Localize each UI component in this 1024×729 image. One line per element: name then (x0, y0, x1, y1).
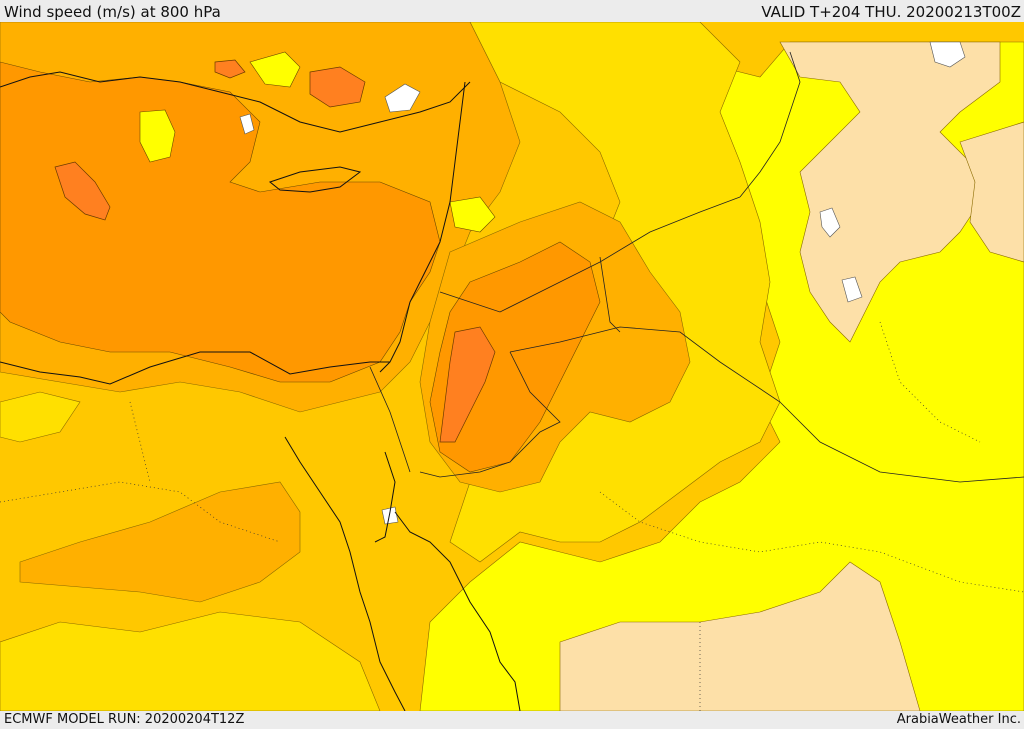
wind-zone-dark-orange-core-west (54, 161, 111, 221)
wind-zone-tan-southeast (559, 561, 921, 711)
country-borders (369, 51, 1024, 483)
wind-zone-yellow-blob-1 (139, 109, 176, 163)
map-title: Wind speed (m/s) at 800 hPa (4, 3, 221, 21)
wind-zone-tan-northeast (779, 41, 1001, 343)
wind-zone-dark-orange-core-levant (439, 326, 496, 443)
credit: ArabiaWeather Inc. (896, 712, 1021, 727)
wind-zone-dark-orange-core-north (309, 66, 366, 108)
wind-zone-light-orange-south (19, 481, 301, 603)
wind-zone-white-blob-4 (929, 41, 966, 68)
wind-zone-white-blob-5 (841, 276, 863, 303)
wind-speed-map (0, 22, 1024, 711)
wind-zone-dark-orange-core-small (214, 59, 246, 79)
wind-zone-white-blob-2 (239, 113, 255, 135)
coastlines (0, 71, 521, 711)
header-bar: Wind speed (m/s) at 800 hPa VALID T+204 … (0, 0, 1024, 22)
wind-zone-tan-east-edge (959, 121, 1024, 263)
valid-time: VALID T+204 THU. 20200213T00Z (761, 3, 1021, 21)
wind-zone-white-blob-3 (819, 207, 841, 238)
wind-zone-yellow-west (0, 391, 81, 443)
model-run: ECMWF MODEL RUN: 20200204T12Z (4, 712, 245, 727)
wind-zone-yellow-southwest (0, 611, 381, 711)
wind-zone-yellow-blob-3 (449, 196, 496, 233)
wind-zone-white-blob-1 (384, 83, 421, 113)
wind-zone-yellow-blob-2 (249, 51, 301, 88)
dotted-boundaries (0, 321, 1024, 711)
footer-bar: ECMWF MODEL RUN: 20200204T12Z ArabiaWeat… (0, 711, 1024, 729)
wind-zone-orange-levant (429, 241, 601, 473)
